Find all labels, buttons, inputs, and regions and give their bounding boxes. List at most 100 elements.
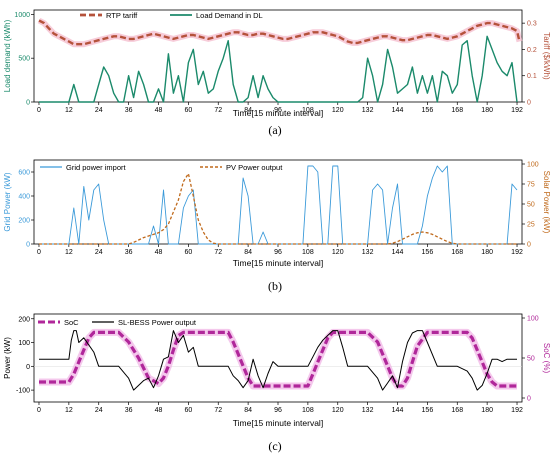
x-tick-label: 84 [244, 407, 252, 414]
x-tick-label: 132 [362, 407, 374, 414]
x-tick-label: 72 [214, 249, 222, 256]
x-tick-label: 156 [422, 249, 434, 256]
y-tick-label: 600 [18, 170, 30, 177]
y2-tick-label: 100 [527, 316, 539, 323]
y-tick-label: 400 [18, 194, 30, 201]
series-line [39, 330, 517, 391]
x-tick-label: 144 [392, 249, 404, 256]
x-tick-label: 24 [95, 249, 103, 256]
x-tick-label: 120 [332, 407, 344, 414]
y-tick-label: 200 [18, 218, 30, 225]
x-tick-label: 0 [37, 249, 41, 256]
panel-a: 0 12 24 36 48 60 72 84 96 108 120 132 144 156 168 180 19… [3, 9, 550, 118]
y-tick-label: 200 [18, 316, 30, 323]
x-tick-label: 168 [451, 107, 463, 114]
x-tick-label: 84 [244, 249, 252, 256]
x-tick-label: 12 [65, 249, 73, 256]
plot-frame [33, 159, 523, 245]
x-tick-label: 0 [37, 107, 41, 114]
legend-label: Load Demand in DL [196, 11, 263, 20]
x-axis-label: Time[15 minute interval] [233, 108, 323, 118]
y2-tick-label: 0.2 [527, 47, 537, 54]
x-tick-label: 168 [451, 407, 463, 414]
y-axis-label: Power (kW) [3, 337, 12, 379]
x-tick-label: 24 [95, 107, 103, 114]
series-glow [37, 17, 523, 48]
legend-label: SL-BESS Power output [118, 318, 197, 327]
x-tick-label: 108 [302, 249, 314, 256]
x-tick-label: 132 [362, 107, 374, 114]
y2-tick-label: 0 [527, 100, 531, 107]
x-axis-label: Time[15 minute interval] [233, 258, 323, 268]
y2-tick-label: 0.3 [527, 21, 537, 28]
y-tick-label: 0 [26, 364, 30, 371]
legend-label: RTP tariff [106, 11, 138, 20]
y2-tick-label: 75 [527, 182, 535, 189]
x-tick-label: 60 [184, 107, 192, 114]
x-tick-label: 180 [481, 407, 493, 414]
x-tick-label: 36 [125, 107, 133, 114]
legend-label: SoC [64, 318, 79, 327]
x-tick-label: 36 [125, 407, 133, 414]
series-line [38, 19, 521, 46]
x-tick-label: 96 [274, 107, 282, 114]
x-tick-label: 12 [65, 407, 73, 414]
caption-a: (a) [268, 123, 281, 137]
y-tick-label: 1000 [14, 12, 30, 19]
y2-tick-label: 100 [527, 162, 539, 169]
series-glow [39, 328, 517, 390]
y-tick-label: 100 [18, 340, 30, 347]
x-tick-label: 48 [155, 249, 163, 256]
x-tick-label: 156 [422, 407, 434, 414]
x-tick-label: 108 [302, 107, 314, 114]
x-tick-label: 180 [481, 107, 493, 114]
x-tick-label: 48 [155, 407, 163, 414]
x-tick-label: 24 [95, 407, 103, 414]
y-axis-label: Load demand (kWh) [3, 19, 12, 92]
y2-tick-label: 50 [527, 202, 535, 209]
x-tick-label: 12 [65, 107, 73, 114]
caption-c: (c) [268, 439, 281, 453]
x-tick-label: 96 [274, 407, 282, 414]
x-tick-label: 60 [184, 407, 192, 414]
y2-axis-label: Tariff ($/kWh) [542, 32, 550, 80]
x-tick-label: 72 [214, 107, 222, 114]
x-tick-label: 120 [332, 249, 344, 256]
x-tick-label: 0 [37, 407, 41, 414]
x-tick-label: 36 [125, 249, 133, 256]
y2-tick-label: 0.1 [527, 73, 537, 80]
series-line [39, 172, 517, 245]
x-tick-label: 108 [302, 407, 314, 414]
plot-frame [33, 9, 523, 103]
y-tick-label: 0 [26, 100, 30, 107]
series-line [39, 35, 518, 103]
x-tick-label: 192 [511, 249, 523, 256]
caption-b: (b) [268, 279, 282, 293]
x-tick-label: 132 [362, 249, 374, 256]
x-axis-label: Time[15 minute interval] [233, 418, 323, 428]
y2-tick-label: 0 [527, 242, 531, 249]
y2-tick-label: 25 [527, 222, 535, 229]
x-tick-label: 144 [392, 407, 404, 414]
legend-label: PV Power output [226, 163, 283, 172]
series-line [39, 165, 518, 245]
x-tick-label: 192 [511, 107, 523, 114]
x-tick-label: 144 [392, 107, 404, 114]
x-tick-label: 48 [155, 107, 163, 114]
y-axis-label: Grid Power (kW) [3, 172, 12, 231]
x-tick-label: 84 [244, 107, 252, 114]
y-tick-label: 0 [26, 242, 30, 249]
x-tick-label: 96 [274, 249, 282, 256]
y-tick-label: 500 [18, 56, 30, 63]
y2-tick-label: 50 [527, 356, 535, 363]
panel-b: 0 12 24 36 48 60 72 84 96 108 120 132 144 156 168 180 19… [3, 159, 550, 268]
legend-label: Grid power import [66, 163, 127, 172]
x-tick-label: 72 [214, 407, 222, 414]
y2-axis-label: Solar Power (kW) [542, 171, 550, 234]
y2-axis-label: SoC (%) [542, 343, 550, 374]
y2-tick-label: 0 [527, 396, 531, 403]
y-tick-label: -100 [16, 388, 30, 395]
panel-c: 0 12 24 36 48 60 72 84 96 108 120 132 144 156 168 180 19… [3, 313, 550, 428]
x-tick-label: 192 [511, 407, 523, 414]
